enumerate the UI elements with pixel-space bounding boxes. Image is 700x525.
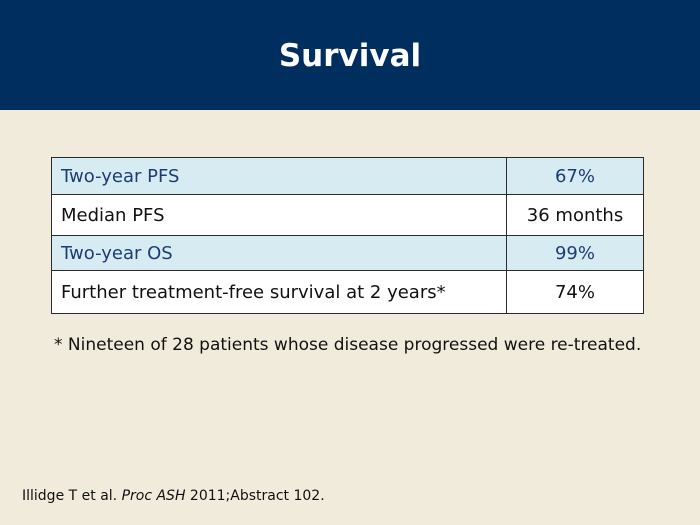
row-label: Further treatment-free survival at 2 yea… xyxy=(51,270,507,314)
citation-authors: Illidge T et al. xyxy=(22,488,118,504)
table-row: Two-year OS 99% xyxy=(51,235,644,271)
table-row: Median PFS 36 months xyxy=(51,194,644,236)
survival-table: Two-year PFS 67% Median PFS 36 months Tw… xyxy=(51,157,644,314)
row-label: Median PFS xyxy=(51,194,507,236)
citation-details: 2011;Abstract 102. xyxy=(189,488,325,504)
row-value: 99% xyxy=(506,235,644,271)
table-row: Two-year PFS 67% xyxy=(51,157,644,195)
table-row: Further treatment-free survival at 2 yea… xyxy=(51,270,644,314)
citation: Illidge T et al. Proc ASH 2011;Abstract … xyxy=(22,488,325,504)
slide-title: Survival xyxy=(278,38,422,74)
row-label: Two-year PFS xyxy=(51,157,507,195)
row-value: 74% xyxy=(506,270,644,314)
row-value: 67% xyxy=(506,157,644,195)
footnote: * Nineteen of 28 patients whose disease … xyxy=(54,335,642,355)
title-bar xyxy=(0,0,700,110)
row-label: Two-year OS xyxy=(51,235,507,271)
citation-journal: Proc ASH xyxy=(121,488,186,504)
row-value: 36 months xyxy=(506,194,644,236)
